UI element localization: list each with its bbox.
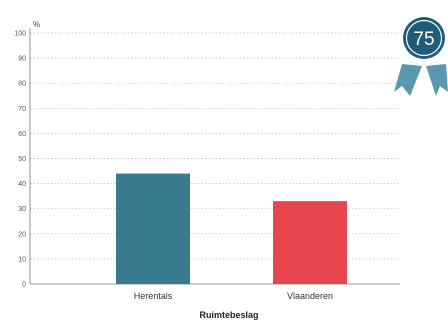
y-tick-label: 40 [18,181,26,188]
y-tick-label: 70 [18,106,26,113]
badge-value: 75 [413,29,434,50]
y-tick-label: 50 [18,156,26,163]
category-label: Herentals [134,291,173,301]
y-tick-label: 60 [18,131,26,138]
y-tick-label: 100 [14,31,26,38]
ribbon-badge-icon: 75 [394,15,448,96]
y-tick-label: 10 [18,256,26,263]
badge-inner-ring [405,19,443,57]
y-axis-ticks: 0 10 20 30 40 50 60 70 80 90 100 [14,31,26,289]
badge-circle [403,17,445,59]
ribbon-right-tail [426,64,448,96]
bar-vlaanderen [273,201,347,284]
y-tick-label: 20 [18,231,26,238]
bars [116,173,347,284]
y-tick-label: 0 [22,282,26,289]
x-axis-title: Ruimtebeslag [199,310,258,320]
y-tick-label: 30 [18,206,26,213]
category-label: Vlaanderen [287,291,333,301]
y-tick-label: 80 [18,81,26,88]
y-tick-label: 90 [18,56,26,63]
ribbon-left-tail [394,64,422,96]
category-labels: Herentals Vlaanderen [134,291,333,301]
y-unit-label: % [33,20,40,29]
bar-herentals [116,173,190,284]
